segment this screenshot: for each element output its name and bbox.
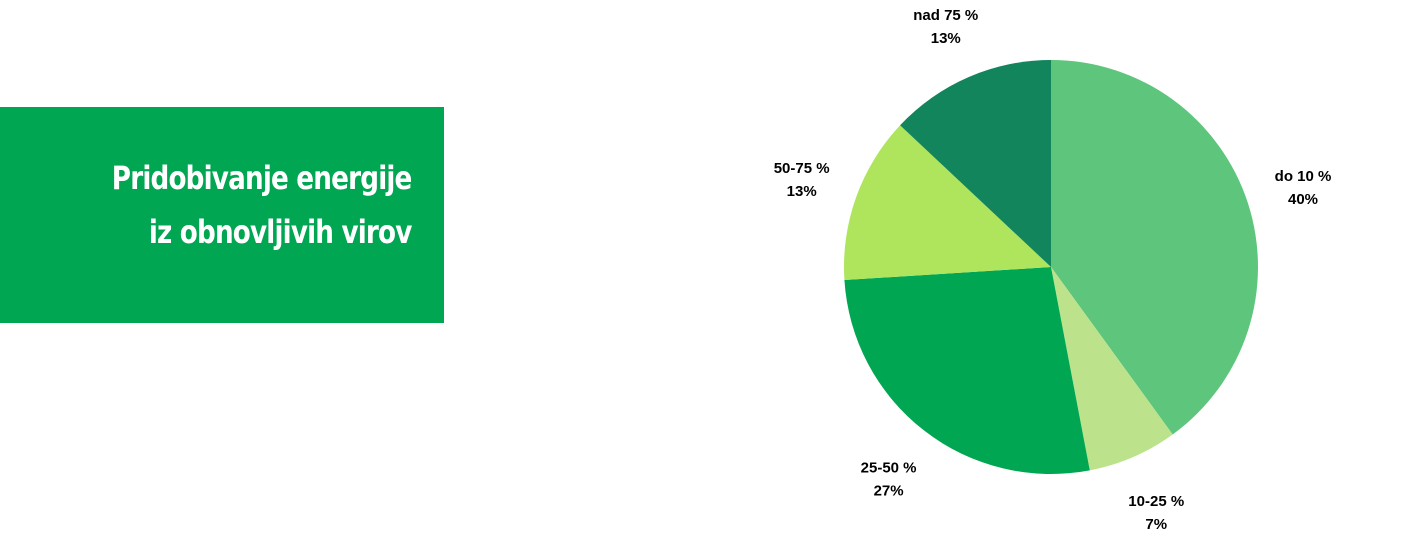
slice-value-label-2: 27%	[874, 482, 904, 499]
title-line-2: iz obnovljivih virov	[149, 213, 413, 251]
title-banner: Pridobivanje energije iz obnovljivih vir…	[0, 107, 444, 323]
pie-slice-1	[1051, 267, 1173, 471]
pie-slice-2	[844, 267, 1090, 474]
slice-label-2: 25-50 %	[861, 459, 917, 476]
slice-label-0: do 10 %	[1275, 168, 1332, 185]
page-title: Pridobivanje energije iz obnovljivih vir…	[112, 151, 413, 259]
title-line-1: Pridobivanje energije	[112, 159, 413, 197]
slice-value-label-1: 7%	[1145, 516, 1167, 533]
slice-label-4: nad 75 %	[913, 7, 978, 24]
slice-label-1: 10-25 %	[1128, 493, 1184, 510]
slice-value-label-3: 13%	[787, 183, 817, 200]
slice-value-label-4: 13%	[931, 30, 961, 47]
pie-slice-3	[844, 125, 1051, 280]
slice-value-label-0: 40%	[1288, 191, 1318, 208]
pie-slice-4	[900, 60, 1051, 267]
pie-slice-0	[1051, 60, 1258, 435]
slice-label-3: 50-75 %	[774, 160, 830, 177]
